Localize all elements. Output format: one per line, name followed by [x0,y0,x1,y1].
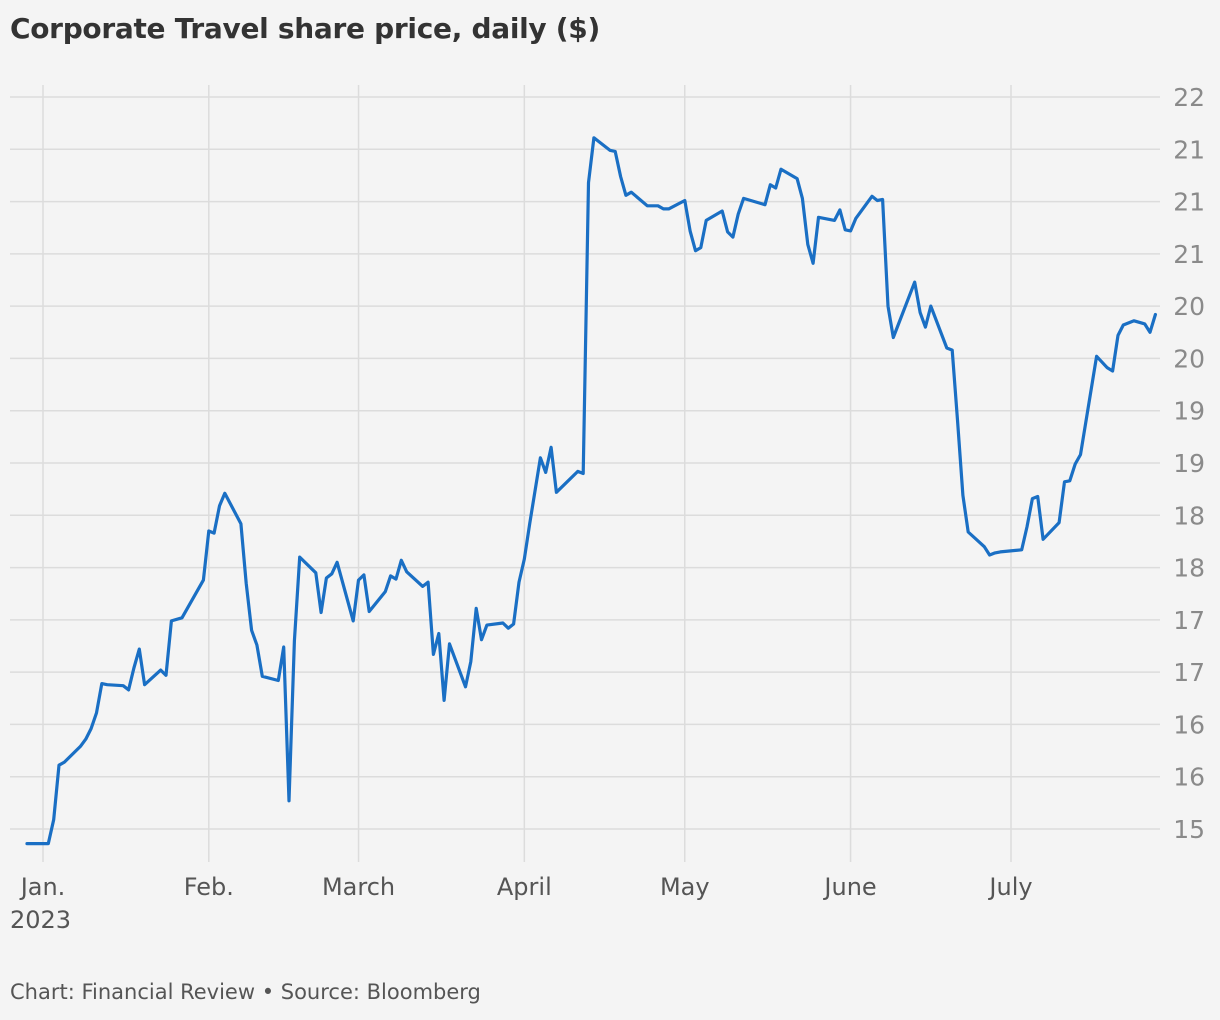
x-tick-label: June [822,873,876,901]
y-tick-label: 16 [1173,763,1205,792]
x-tick-label: April [497,873,552,901]
y-tick-label: 18 [1173,501,1205,530]
x-tick-label: May [660,873,710,901]
y-tick-label: 22 [1173,83,1205,112]
share-price-line [25,136,1157,846]
y-tick-label: 16 [1173,710,1205,739]
y-gridlines [10,96,1160,830]
y-tick-label: 20 [1173,292,1205,321]
y-tick-label: 19 [1173,397,1205,426]
x-tick-sublabel: 2023 [10,906,71,934]
x-tick-label: Feb. [184,873,234,901]
x-tick-label: March [322,873,395,901]
y-axis-tick-labels: 15 16 16 17 17 18 18 19 19 20 20 21 21 21 22 [1173,83,1205,844]
y-tick-label: 15 [1173,815,1205,844]
y-tick-label: 17 [1173,606,1205,635]
y-tick-label: 21 [1173,188,1205,217]
y-tick-label: 21 [1173,135,1205,164]
x-tick-label: Jan. [19,873,66,901]
x-axis-tick-labels: Jan. 2023 Feb. March April May June July [10,873,1033,934]
y-tick-label: 18 [1173,554,1205,583]
chart-title: Corporate Travel share price, daily ($) [10,12,600,45]
line-chart: 15 16 16 17 17 18 18 19 19 20 20 21 21 21 22 Jan. 2023 F… [10,83,1205,934]
chart-source-footer: Chart: Financial Review • Source: Bloomb… [10,980,481,1004]
x-gridlines [42,85,1012,862]
x-tick-label: July [987,873,1032,901]
y-tick-label: 20 [1173,344,1205,373]
y-tick-label: 17 [1173,658,1205,687]
y-tick-label: 19 [1173,449,1205,478]
y-tick-label: 21 [1173,240,1205,269]
